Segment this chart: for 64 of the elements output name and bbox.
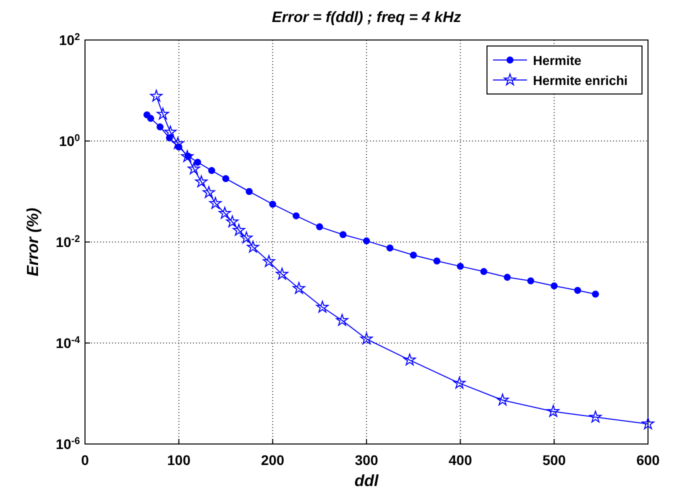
point xyxy=(386,244,394,252)
point xyxy=(194,158,202,166)
x-tick-label: 500 xyxy=(542,452,566,468)
point xyxy=(246,240,260,252)
point xyxy=(292,282,306,294)
point xyxy=(156,108,170,120)
point xyxy=(340,231,347,238)
y-tick-label: 10$^{-2}$ xyxy=(56,234,81,250)
point xyxy=(316,300,329,313)
x-tick-label: 0 xyxy=(81,452,90,468)
point xyxy=(150,90,162,102)
point xyxy=(550,282,558,290)
legend-label: Hermite enrichi xyxy=(533,73,628,88)
x-tick-label: 600 xyxy=(636,452,660,468)
x-tick-label: 400 xyxy=(448,452,472,468)
x-tick-label: 300 xyxy=(354,452,378,468)
point xyxy=(403,354,416,366)
point xyxy=(410,252,417,259)
point xyxy=(360,332,373,344)
point xyxy=(164,126,177,138)
x-tick-label: 200 xyxy=(260,452,285,468)
point xyxy=(209,196,222,209)
point xyxy=(208,167,216,174)
point xyxy=(269,200,276,208)
x-axis-title: ddl xyxy=(354,473,380,490)
point xyxy=(240,232,253,244)
point xyxy=(246,188,253,195)
point xyxy=(195,175,208,188)
point xyxy=(181,150,194,162)
y-axis-title: Error (%) xyxy=(25,208,42,276)
point xyxy=(147,114,154,122)
point xyxy=(589,410,602,422)
point xyxy=(456,262,464,270)
legend-label: Hermite xyxy=(533,53,582,68)
point xyxy=(504,274,511,281)
y-tick-label: 10$^{2}$ xyxy=(58,32,81,48)
point xyxy=(574,286,582,294)
chart-title: Error = f(ddl) ; freq = 4 kHz xyxy=(272,9,462,26)
point xyxy=(276,268,288,280)
point xyxy=(592,290,599,298)
point xyxy=(218,206,231,219)
point xyxy=(226,215,238,228)
point xyxy=(336,314,348,326)
point xyxy=(496,394,509,406)
point xyxy=(316,223,324,230)
point xyxy=(433,258,440,265)
point xyxy=(480,268,488,276)
point xyxy=(172,137,184,149)
point xyxy=(232,224,246,236)
point xyxy=(202,186,216,198)
point xyxy=(292,212,300,220)
point xyxy=(453,376,466,389)
point xyxy=(222,175,230,182)
point xyxy=(156,123,164,130)
point xyxy=(547,405,560,417)
point xyxy=(188,162,200,174)
y-tick-label: 10$^{-6}$ xyxy=(56,436,81,452)
y-tick-label: 10$^{-4}$ xyxy=(56,334,81,351)
y-tick-label: 10$^{0}$ xyxy=(58,132,81,149)
point xyxy=(262,255,276,267)
point xyxy=(642,417,654,430)
x-tick-label: 100 xyxy=(167,452,191,468)
point xyxy=(363,237,370,244)
point xyxy=(527,277,534,284)
